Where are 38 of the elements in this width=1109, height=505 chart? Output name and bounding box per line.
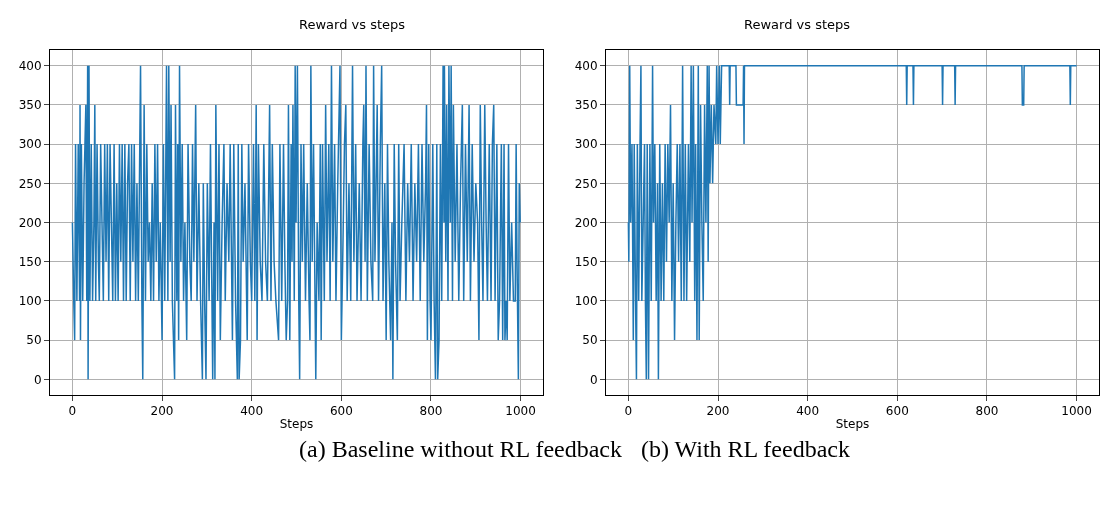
text: (a) Baseline without RL feedback (299, 436, 622, 462)
x-tick-label: 1000 (1061, 404, 1092, 419)
x-tick-label: 0 (68, 404, 77, 419)
y-tick-label: 0 (33, 372, 42, 387)
x-axis-title: Steps (835, 417, 870, 432)
y-tick-label: 250 (574, 176, 598, 191)
x-tick-label: 400 (796, 404, 820, 419)
y-tick-label: 400 (574, 58, 598, 73)
y-tick-label: 200 (574, 215, 598, 230)
x-tick-label: 1000 (505, 404, 536, 419)
y-tick-label: 400 (18, 58, 42, 73)
y-tick-label: 50 (582, 333, 598, 348)
line-series (627, 64, 1078, 381)
x-tick-label: 400 (240, 404, 264, 419)
chart-title: Reward vs steps (299, 17, 406, 32)
y-tick-label: 0 (589, 372, 598, 387)
x-tick-label: 200 (706, 404, 730, 419)
x-tick-label: 800 (975, 404, 999, 419)
y-tick-label: 300 (18, 137, 42, 152)
x-tick-label: 600 (885, 404, 909, 419)
y-tick-label: 350 (574, 98, 598, 113)
x-tick-label: 600 (329, 404, 353, 419)
y-tick-label: 300 (574, 137, 598, 152)
y-tick-label: 350 (18, 98, 42, 113)
y-tick-label: 200 (18, 215, 42, 230)
x-tick-label: 800 (419, 404, 443, 419)
text: (b) With RL feedback (641, 436, 850, 462)
y-tick-label: 100 (18, 294, 42, 309)
y-tick-label: 50 (26, 333, 42, 348)
line-series (71, 64, 521, 381)
y-tick-label: 150 (18, 254, 42, 269)
x-tick-label: 0 (624, 404, 633, 419)
y-tick-label: 250 (18, 176, 42, 191)
y-tick-label: 150 (574, 254, 598, 269)
x-tick-label: 200 (150, 404, 174, 419)
chart-title: Reward vs steps (744, 17, 851, 32)
x-axis-title: Steps (279, 417, 314, 432)
y-tick-label: 100 (574, 294, 598, 309)
